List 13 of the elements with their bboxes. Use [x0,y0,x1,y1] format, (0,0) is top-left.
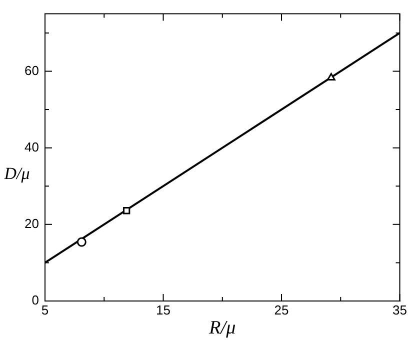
y-tick-label: 20 [24,216,39,231]
y-tick-label: 0 [32,292,39,308]
y-tick-label: 60 [24,62,39,78]
point [76,237,86,247]
x-tick-label: 5 [41,302,49,318]
x-axis-title: R/μ [208,318,236,339]
y-tick-label: 40 [24,139,39,154]
y-axis-title: D/μ [3,164,30,184]
point [326,73,336,80]
point [123,207,130,214]
x-tick-label: 25 [274,302,289,318]
x-tick-label: 15 [156,302,170,318]
x-tick-label: 35 [392,302,408,318]
